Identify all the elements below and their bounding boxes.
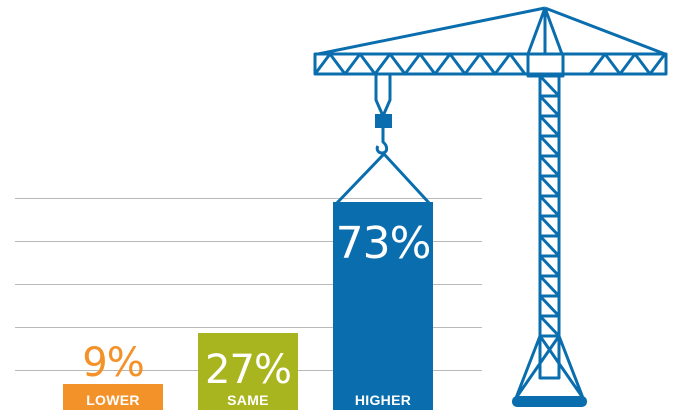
gridline: [15, 327, 482, 328]
category-label-higher: HIGHER: [354, 392, 412, 408]
gridline: [15, 241, 482, 242]
bar-lower: [63, 384, 163, 410]
value-label-same: 27%: [205, 347, 292, 393]
category-label-same: SAME: [227, 392, 269, 408]
gridline: [15, 198, 482, 199]
value-label-higher: 73%: [335, 218, 432, 269]
gridline: [15, 284, 482, 285]
value-label-lower: 9%: [82, 340, 144, 386]
bar-higher: [333, 202, 433, 410]
category-label-lower: LOWER: [86, 392, 140, 408]
bar-same: [198, 333, 298, 410]
